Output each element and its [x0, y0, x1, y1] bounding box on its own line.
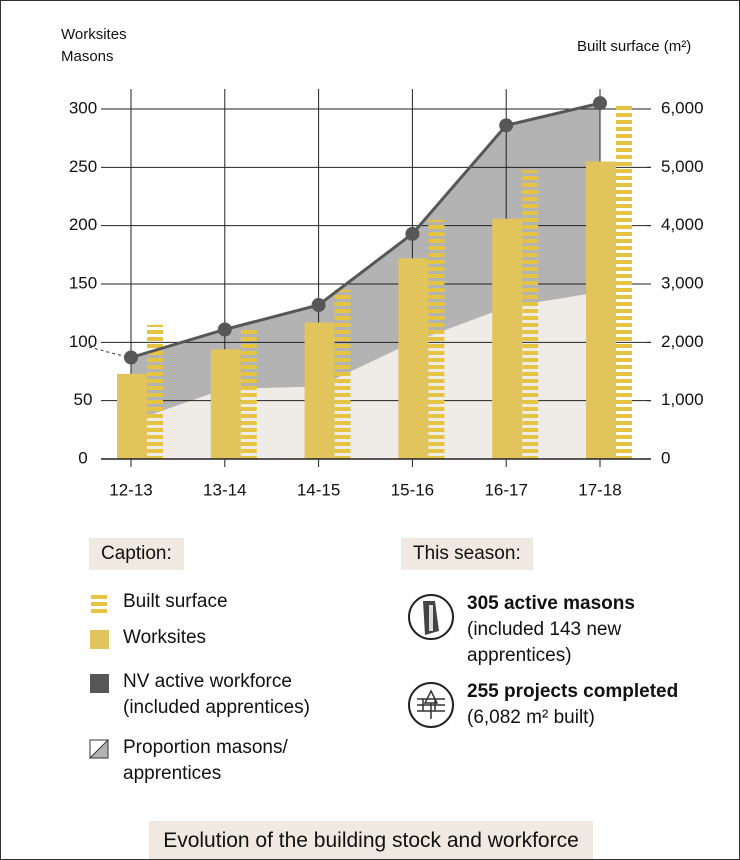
legend-item: Proportion masons/ apprentices	[89, 735, 329, 787]
built-surface-bar	[334, 289, 351, 459]
chart: Worksites Masons Built surface (m²) 0 50 1…	[61, 26, 704, 500]
legend-swatch	[90, 630, 109, 649]
x-tick-label: 13-14	[203, 480, 246, 499]
workforce-point	[499, 118, 514, 133]
x-tick-label: 17-18	[578, 480, 621, 499]
stat: 255 projects completed (6,082 m² built)	[405, 679, 725, 731]
workforce-point	[217, 322, 232, 337]
built-surface-bar	[616, 104, 632, 459]
y-tick-label: 150	[69, 273, 97, 292]
y2-tick-label: 0	[661, 448, 670, 467]
stat: 305 active masons (included 143 new appre…	[405, 591, 725, 669]
y2-tick-label: 6,000	[661, 98, 704, 117]
y-tick-label: 200	[69, 215, 97, 234]
legend-label: Worksites	[123, 627, 207, 648]
y-tick-label: 300	[69, 98, 97, 117]
legend-swatch	[91, 595, 107, 613]
legend-label: Built surface	[123, 591, 228, 612]
stat-detail: (6,082 m² built)	[467, 707, 595, 728]
y2-tick-label: 1,000	[661, 390, 704, 409]
legend-label: Proportion masons/ apprentices	[123, 737, 288, 784]
footer-title: Evolution of the building stock and work…	[149, 821, 593, 859]
legend-swatch	[89, 739, 109, 759]
season-title: This season:	[401, 538, 533, 570]
y2-axis-label: Built surface (m²)	[577, 38, 691, 55]
y-tick-label: 250	[69, 157, 97, 176]
built-surface-bar	[428, 219, 445, 459]
caption-title: Caption:	[89, 538, 184, 570]
workforce-point	[124, 350, 138, 365]
project-icon	[408, 682, 454, 728]
workforce-line	[130, 101, 601, 359]
built-surface-bar	[522, 170, 539, 459]
stat-headline: 305 active masons	[467, 593, 635, 614]
built-surface-bar	[240, 327, 257, 459]
workforce-point	[311, 298, 326, 312]
worksites-bar	[586, 161, 616, 459]
legend-item: Worksites	[89, 625, 329, 651]
x-tick-label: 16-17	[484, 480, 527, 499]
y-axis-label: Masons	[61, 48, 114, 65]
y-axis-label: Worksites	[61, 26, 127, 43]
built-surface-bar	[147, 324, 163, 459]
leader	[88, 346, 128, 358]
worksites-bar	[117, 373, 147, 459]
y-tick-label: 50	[74, 390, 93, 409]
y2-tick-label: 2,000	[661, 332, 704, 351]
workforce-point	[593, 96, 607, 111]
y2-tick-label: 5,000	[661, 157, 704, 176]
x-tick-label: 15-16	[391, 480, 434, 499]
stat-headline: 255 projects completed	[467, 681, 679, 702]
y2-tick-label: 3,000	[661, 273, 704, 292]
legend-swatch	[90, 674, 109, 693]
y2-tick-label: 4,000	[661, 215, 704, 234]
worksites-bar	[398, 258, 429, 459]
y-tick-label: 100	[69, 332, 97, 351]
worksites-bar	[210, 349, 241, 459]
legend-label: NV active workforce (included apprentice…	[123, 671, 310, 718]
stat-detail: (included 143 new apprentices)	[467, 619, 622, 666]
worksites-bar	[492, 218, 523, 459]
mason-icon	[408, 594, 454, 640]
legend-item: NV active workforce (included apprentice…	[89, 669, 329, 721]
x-tick-label: 14-15	[297, 480, 340, 499]
legend-item: Built surface	[89, 589, 329, 615]
y-tick-label: 0	[78, 448, 87, 467]
workforce-point	[405, 226, 420, 241]
worksites-bar	[304, 322, 335, 459]
x-tick-label: 12-13	[109, 480, 152, 499]
